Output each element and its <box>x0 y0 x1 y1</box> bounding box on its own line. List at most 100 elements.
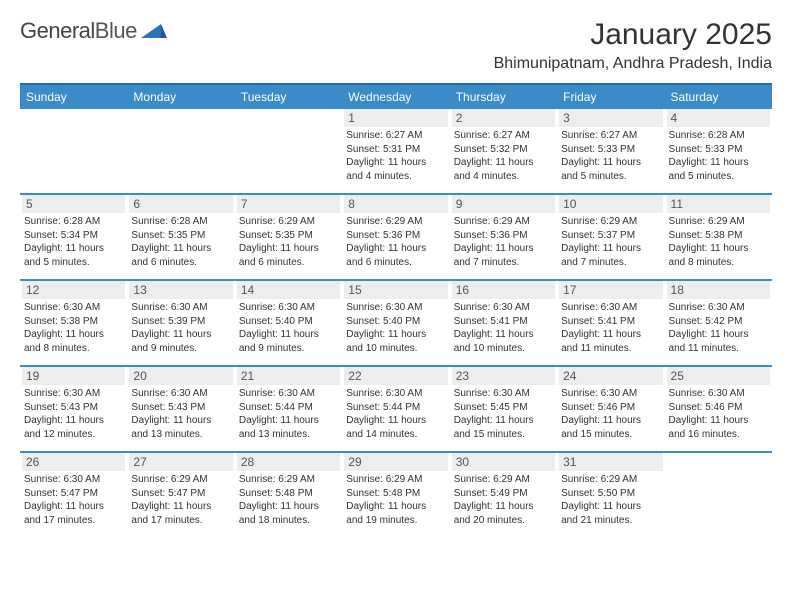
info-line: Sunrise: 6:30 AM <box>669 387 768 401</box>
info-line: Daylight: 11 hours <box>454 156 553 170</box>
info-line: and 16 minutes. <box>669 428 768 442</box>
info-line: Sunrise: 6:30 AM <box>346 301 445 315</box>
info-line: Sunset: 5:36 PM <box>346 229 445 243</box>
logo-word-general: General <box>20 18 95 43</box>
info-line: and 10 minutes. <box>454 342 553 356</box>
info-line: Sunrise: 6:27 AM <box>561 129 660 143</box>
day-number: 3 <box>559 109 662 127</box>
day-cell: 25Sunrise: 6:30 AMSunset: 5:46 PMDayligh… <box>665 367 772 451</box>
info-line: Sunset: 5:32 PM <box>454 143 553 157</box>
info-line: Sunset: 5:33 PM <box>669 143 768 157</box>
info-line: and 18 minutes. <box>239 514 338 528</box>
day-number: 30 <box>452 453 555 471</box>
info-line: Sunrise: 6:27 AM <box>454 129 553 143</box>
day-info: Sunrise: 6:30 AMSunset: 5:44 PMDaylight:… <box>344 387 447 441</box>
info-line: Sunrise: 6:30 AM <box>346 387 445 401</box>
day-header: Wednesday <box>342 85 449 109</box>
day-cell: 13 Sunrise: 6:30 AMSunset: 5:39 PMDayligh… <box>127 281 234 365</box>
info-line: and 15 minutes. <box>454 428 553 442</box>
info-line: and 17 minutes. <box>131 514 230 528</box>
info-line: Daylight: 11 hours <box>24 500 123 514</box>
info-line: and 13 minutes. <box>131 428 230 442</box>
day-number: 23 <box>452 367 555 385</box>
header: GeneralBlue January 2025 Bhimunipatnam, … <box>20 18 772 73</box>
day-cell: 22Sunrise: 6:30 AMSunset: 5:44 PMDayligh… <box>342 367 449 451</box>
logo: GeneralBlue <box>20 18 167 44</box>
info-line: Sunset: 5:46 PM <box>669 401 768 415</box>
info-line: Sunrise: 6:29 AM <box>454 215 553 229</box>
info-line: and 14 minutes. <box>346 428 445 442</box>
location: Bhimunipatnam, Andhra Pradesh, India <box>494 55 772 73</box>
day-cell: 4Sunrise: 6:28 AMSunset: 5:33 PMDaylight… <box>665 109 772 193</box>
day-number: 31 <box>559 453 662 471</box>
info-line: Sunset: 5:44 PM <box>239 401 338 415</box>
logo-text: GeneralBlue <box>20 18 137 44</box>
info-line: Daylight: 11 hours <box>669 156 768 170</box>
info-line: Sunset: 5:45 PM <box>454 401 553 415</box>
info-line: Sunrise: 6:27 AM <box>346 129 445 143</box>
info-line: Sunrise: 6:29 AM <box>561 473 660 487</box>
info-line: Sunset: 5:47 PM <box>24 487 123 501</box>
info-line: Sunrise: 6:30 AM <box>669 301 768 315</box>
week-row: 12Sunrise: 6:30 AMSunset: 5:38 PMDayligh… <box>20 279 772 365</box>
day-number: 20 <box>129 367 232 385</box>
day-header: Friday <box>557 85 664 109</box>
info-line: Daylight: 11 hours <box>346 500 445 514</box>
day-info: Sunrise: 6:29 AMSunset: 5:47 PMDaylight:… <box>129 473 232 527</box>
day-cell: 31 Sunrise: 6:29 AMSunset: 5:50 PMDayligh… <box>557 453 664 537</box>
info-line: Daylight: 11 hours <box>131 328 230 342</box>
day-info: Sunrise: 6:30 AMSunset: 5:40 PMDaylight:… <box>344 301 447 355</box>
info-line: Sunset: 5:39 PM <box>131 315 230 329</box>
day-cell: 20Sunrise: 6:30 AMSunset: 5:43 PMDayligh… <box>127 367 234 451</box>
info-line: Sunset: 5:31 PM <box>346 143 445 157</box>
info-line: Sunset: 5:41 PM <box>454 315 553 329</box>
day-info: Sunrise: 6:30 AMSunset: 5:45 PMDaylight:… <box>452 387 555 441</box>
day-number: 28 <box>237 453 340 471</box>
info-line: Sunrise: 6:30 AM <box>561 301 660 315</box>
info-line: Daylight: 11 hours <box>561 414 660 428</box>
day-number: 18 <box>667 281 770 299</box>
info-line: Sunset: 5:34 PM <box>24 229 123 243</box>
info-line: Sunrise: 6:30 AM <box>239 387 338 401</box>
info-line: Daylight: 11 hours <box>346 328 445 342</box>
info-line: Sunset: 5:36 PM <box>454 229 553 243</box>
day-number: 13 <box>129 281 232 299</box>
info-line: Sunset: 5:43 PM <box>131 401 230 415</box>
day-number: 21 <box>237 367 340 385</box>
day-number: 24 <box>559 367 662 385</box>
info-line: Sunrise: 6:30 AM <box>454 301 553 315</box>
day-info: Sunrise: 6:28 AMSunset: 5:33 PMDaylight:… <box>667 129 770 183</box>
info-line: and 10 minutes. <box>346 342 445 356</box>
info-line: and 5 minutes. <box>669 170 768 184</box>
info-line: Daylight: 11 hours <box>346 156 445 170</box>
info-line: Sunrise: 6:29 AM <box>561 215 660 229</box>
info-line: Sunset: 5:46 PM <box>561 401 660 415</box>
info-line: Daylight: 11 hours <box>669 242 768 256</box>
logo-triangle-icon <box>141 20 167 43</box>
day-cell: 16Sunrise: 6:30 AMSunset: 5:41 PMDayligh… <box>450 281 557 365</box>
info-line: Sunrise: 6:30 AM <box>561 387 660 401</box>
day-cell: 15Sunrise: 6:30 AMSunset: 5:40 PMDayligh… <box>342 281 449 365</box>
day-info: Sunrise: 6:27 AMSunset: 5:33 PMDaylight:… <box>559 129 662 183</box>
day-info: Sunrise: 6:28 AMSunset: 5:34 PMDaylight:… <box>22 215 125 269</box>
info-line: Sunset: 5:40 PM <box>239 315 338 329</box>
info-line: Sunset: 5:41 PM <box>561 315 660 329</box>
info-line: Sunset: 5:35 PM <box>239 229 338 243</box>
info-line: Sunrise: 6:30 AM <box>24 301 123 315</box>
day-header: Thursday <box>450 85 557 109</box>
day-cell: 18Sunrise: 6:30 AMSunset: 5:42 PMDayligh… <box>665 281 772 365</box>
day-number: 1 <box>344 109 447 127</box>
week-row: 19Sunrise: 6:30 AMSunset: 5:43 PMDayligh… <box>20 365 772 451</box>
day-number: 12 <box>22 281 125 299</box>
day-cell: 1 Sunrise: 6:27 AMSunset: 5:31 PMDaylight… <box>342 109 449 193</box>
day-info: Sunrise: 6:29 AMSunset: 5:50 PMDaylight:… <box>559 473 662 527</box>
day-info: Sunrise: 6:30 AMSunset: 5:43 PMDaylight:… <box>22 387 125 441</box>
day-number: 8 <box>344 195 447 213</box>
day-cell: 7Sunrise: 6:29 AMSunset: 5:35 PMDaylight… <box>235 195 342 279</box>
info-line: and 13 minutes. <box>239 428 338 442</box>
month-title: January 2025 <box>494 18 772 51</box>
day-info: Sunrise: 6:30 AMSunset: 5:39 PMDaylight:… <box>129 301 232 355</box>
info-line: and 5 minutes. <box>561 170 660 184</box>
info-line: Sunrise: 6:28 AM <box>131 215 230 229</box>
info-line: Daylight: 11 hours <box>239 242 338 256</box>
